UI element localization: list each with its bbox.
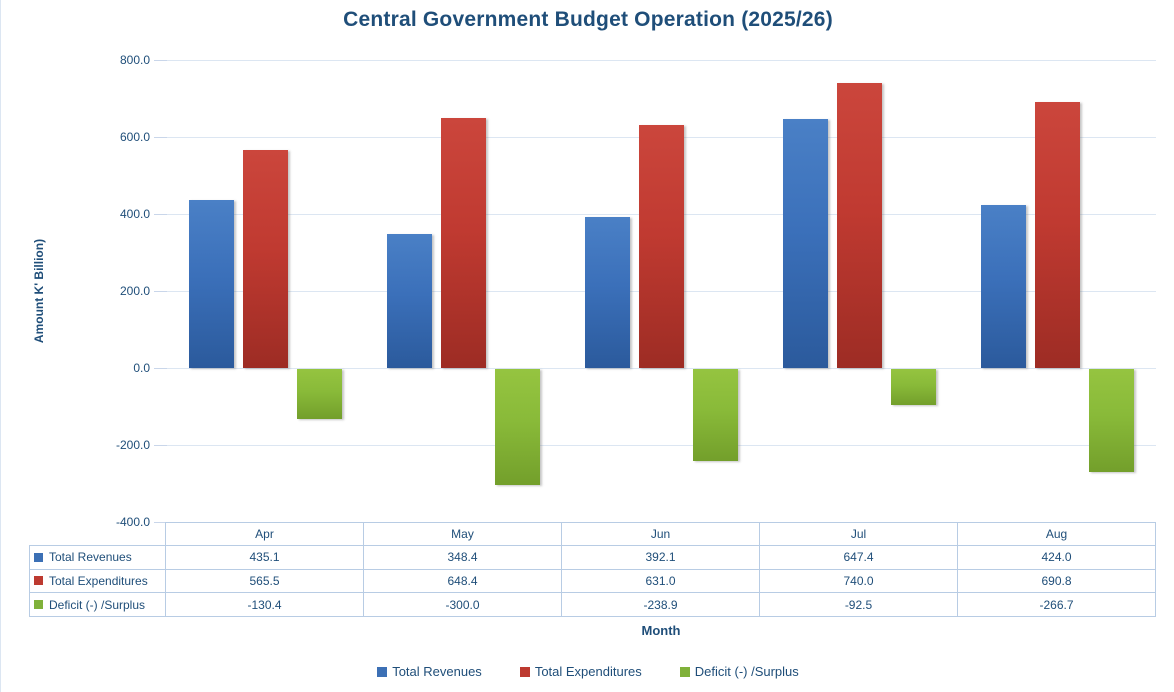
table-value-cell: 424.0 [958,545,1156,570]
y-axis-tick-mark [154,445,167,446]
table-row-label: Total Revenues [29,545,166,570]
y-axis-tick-label: 0.0 [133,361,150,375]
gridline [166,60,1156,61]
table-month-header: Aug [958,522,1156,546]
bar-total-revenues-may [386,233,432,368]
y-axis-tick-mark [154,368,167,369]
y-axis-tick-label: 200.0 [119,284,150,298]
y-axis-tick-mark [154,60,167,61]
table-month-header: May [364,522,562,546]
bar-deficit-surplus-jul [890,369,936,405]
series-key-icon [34,576,43,586]
bar-deficit-surplus-may [494,369,540,485]
data-table: Apr May Jun Jul Aug Total Revenues 435.1 348.4 3… [29,522,1156,617]
table-value-cell: 690.8 [958,569,1156,594]
bar-total-expenditures-jun [638,125,684,368]
bar-deficit-surplus-jun [692,369,738,461]
table-value-cell: -92.5 [760,593,958,617]
table-value-cell: -266.7 [958,593,1156,617]
y-axis-title: Amount K' Billion) [32,238,46,344]
series-name: Total Revenues [49,550,132,565]
table-value-cell: 647.4 [760,545,958,570]
table-value-cell: 348.4 [364,545,562,570]
table-value-cell: -130.4 [166,593,364,617]
table-month-header: Apr [166,522,364,546]
y-axis-tick-label: -200.0 [115,438,150,452]
gridline [166,368,1156,369]
bar-total-expenditures-jul [836,83,882,368]
legend-item: Total Expenditures [519,664,642,679]
legend-label: Deficit (-) /Surplus [694,664,799,679]
legend-key-icon [519,666,530,677]
table-value-cell: 740.0 [760,569,958,594]
table-value-cell: -238.9 [562,593,760,617]
bar-total-revenues-aug [980,204,1026,368]
y-axis-tick-mark [154,214,167,215]
legend-label: Total Expenditures [534,664,642,679]
table-value-cell: -300.0 [364,593,562,617]
series-name: Deficit (-) /Surplus [49,597,146,612]
table-row-label: Total Expenditures [29,569,166,594]
y-axis-tick-label: 600.0 [119,130,150,144]
legend-key-icon [679,666,690,677]
bar-total-revenues-jul [782,118,828,368]
y-axis-tick-mark [154,291,167,292]
table-value-cell: 631.0 [562,569,760,594]
bar-total-expenditures-may [440,118,486,368]
series-name: Total Expenditures [49,573,148,588]
bar-total-expenditures-aug [1034,102,1080,368]
series-key-icon [34,600,43,610]
table-value-cell: 392.1 [562,545,760,570]
series-key-icon [34,552,43,562]
bar-total-revenues-jun [584,217,630,368]
legend-item: Deficit (-) /Surplus [679,664,799,679]
table-value-cell: 648.4 [364,569,562,594]
gridline [166,445,1156,446]
table-row-label: Deficit (-) /Surplus [29,593,166,617]
legend-key-icon [377,666,388,677]
legend: Total Revenues Total Expenditures Deficit … [1,664,1174,679]
y-axis-tick-mark [154,522,167,523]
table-value-cell: 565.5 [166,569,364,594]
x-axis-title: Month [641,623,681,638]
legend-label: Total Revenues [392,664,482,679]
legend-item: Total Revenues [377,664,482,679]
bar-deficit-surplus-aug [1088,369,1134,472]
table-corner-cell [29,522,166,546]
bar-deficit-surplus-apr [296,369,342,420]
y-axis-tick-label: 800.0 [119,53,150,67]
table-month-header: Jun [562,522,760,546]
y-axis-tick-label: 400.0 [119,207,150,221]
bar-total-expenditures-apr [242,150,288,368]
table-value-cell: 435.1 [166,545,364,570]
table-month-header: Jul [760,522,958,546]
y-axis-tick-label: -400.0 [115,515,150,529]
chart-title: Central Government Budget Operation (202… [343,8,833,31]
y-axis-tick-mark [154,137,167,138]
bar-total-revenues-apr [188,200,234,368]
